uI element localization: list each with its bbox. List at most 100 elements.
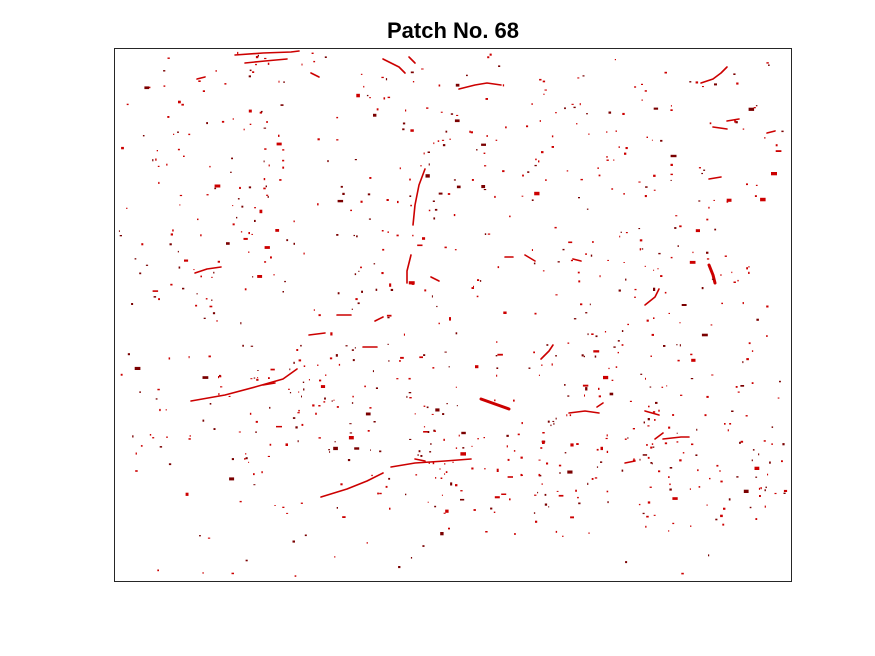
speckle — [721, 302, 723, 305]
speckle — [426, 107, 429, 109]
speckle — [257, 377, 259, 379]
speckle — [513, 450, 516, 452]
speckle — [546, 344, 549, 346]
speckle — [679, 225, 682, 228]
speckle — [167, 57, 170, 59]
speckle — [756, 318, 759, 321]
speckle — [135, 452, 137, 455]
speckle — [379, 492, 382, 495]
speckle — [606, 159, 609, 161]
speckle — [586, 208, 589, 210]
speckle — [564, 452, 567, 454]
speckle — [649, 486, 652, 488]
speckle — [253, 377, 256, 379]
speckle — [658, 409, 660, 412]
speckle — [641, 83, 643, 85]
trace — [412, 168, 426, 226]
speckle — [653, 317, 655, 319]
speckle — [249, 123, 252, 125]
speckle — [444, 246, 447, 249]
speckle — [377, 492, 379, 495]
speckle — [217, 260, 220, 263]
speckle — [351, 402, 354, 404]
speckle — [248, 109, 252, 113]
speckle — [557, 261, 560, 263]
speckle — [134, 366, 141, 370]
speckle — [542, 432, 545, 434]
speckle — [697, 469, 699, 472]
speckle — [606, 450, 609, 453]
speckle — [282, 291, 284, 293]
speckle — [240, 322, 242, 325]
speckle — [742, 361, 744, 364]
speckle — [263, 187, 266, 190]
speckle — [209, 305, 213, 308]
speckle — [313, 60, 316, 63]
speckle — [199, 535, 201, 537]
speckle — [638, 228, 641, 230]
speckle — [713, 199, 715, 201]
speckle — [533, 351, 535, 354]
speckle — [620, 231, 622, 233]
speckle — [296, 349, 299, 351]
trace — [540, 344, 554, 360]
speckle — [132, 435, 134, 438]
speckle — [236, 216, 238, 219]
speckle — [441, 494, 443, 496]
speckle — [440, 477, 443, 479]
speckle — [140, 445, 143, 447]
speckle — [228, 395, 231, 397]
speckle — [152, 290, 159, 292]
speckle — [248, 232, 250, 235]
speckle — [182, 287, 185, 290]
speckle — [319, 379, 322, 382]
speckle — [426, 406, 429, 409]
speckle — [531, 199, 534, 201]
speckle — [157, 165, 160, 167]
speckle — [650, 355, 652, 357]
speckle — [263, 178, 266, 181]
speckle — [371, 474, 373, 477]
speckle — [567, 342, 570, 344]
speckle — [644, 265, 646, 267]
speckle — [783, 492, 786, 494]
speckle — [232, 118, 234, 120]
speckle — [249, 412, 252, 415]
speckle — [539, 78, 542, 81]
speckle — [248, 461, 250, 463]
speckle — [535, 520, 538, 523]
speckle — [647, 418, 650, 421]
speckle — [739, 441, 741, 444]
speckle — [293, 242, 295, 245]
speckle — [360, 73, 363, 75]
speckle — [698, 486, 701, 488]
patch-image — [118, 50, 788, 577]
speckle — [445, 471, 448, 473]
speckle — [450, 482, 453, 486]
speckle — [646, 515, 649, 518]
speckle — [711, 374, 714, 376]
speckle — [668, 426, 671, 429]
speckle — [735, 121, 738, 124]
trace — [374, 316, 384, 322]
speckle — [466, 74, 468, 77]
speckle — [578, 280, 581, 283]
speckle — [224, 83, 227, 85]
speckle — [460, 498, 465, 501]
speckle — [651, 333, 654, 336]
speckle — [640, 373, 643, 375]
speckle — [568, 241, 573, 244]
speckle — [764, 505, 766, 508]
speckle — [642, 512, 645, 515]
speckle — [542, 270, 545, 272]
speckle — [641, 99, 643, 101]
speckle — [737, 391, 740, 393]
speckle — [266, 194, 269, 196]
trace — [430, 276, 440, 282]
speckle — [298, 409, 300, 412]
speckle — [263, 160, 265, 163]
speckle — [509, 498, 511, 501]
trace — [654, 432, 664, 440]
speckle — [681, 572, 684, 575]
speckle — [534, 312, 537, 315]
